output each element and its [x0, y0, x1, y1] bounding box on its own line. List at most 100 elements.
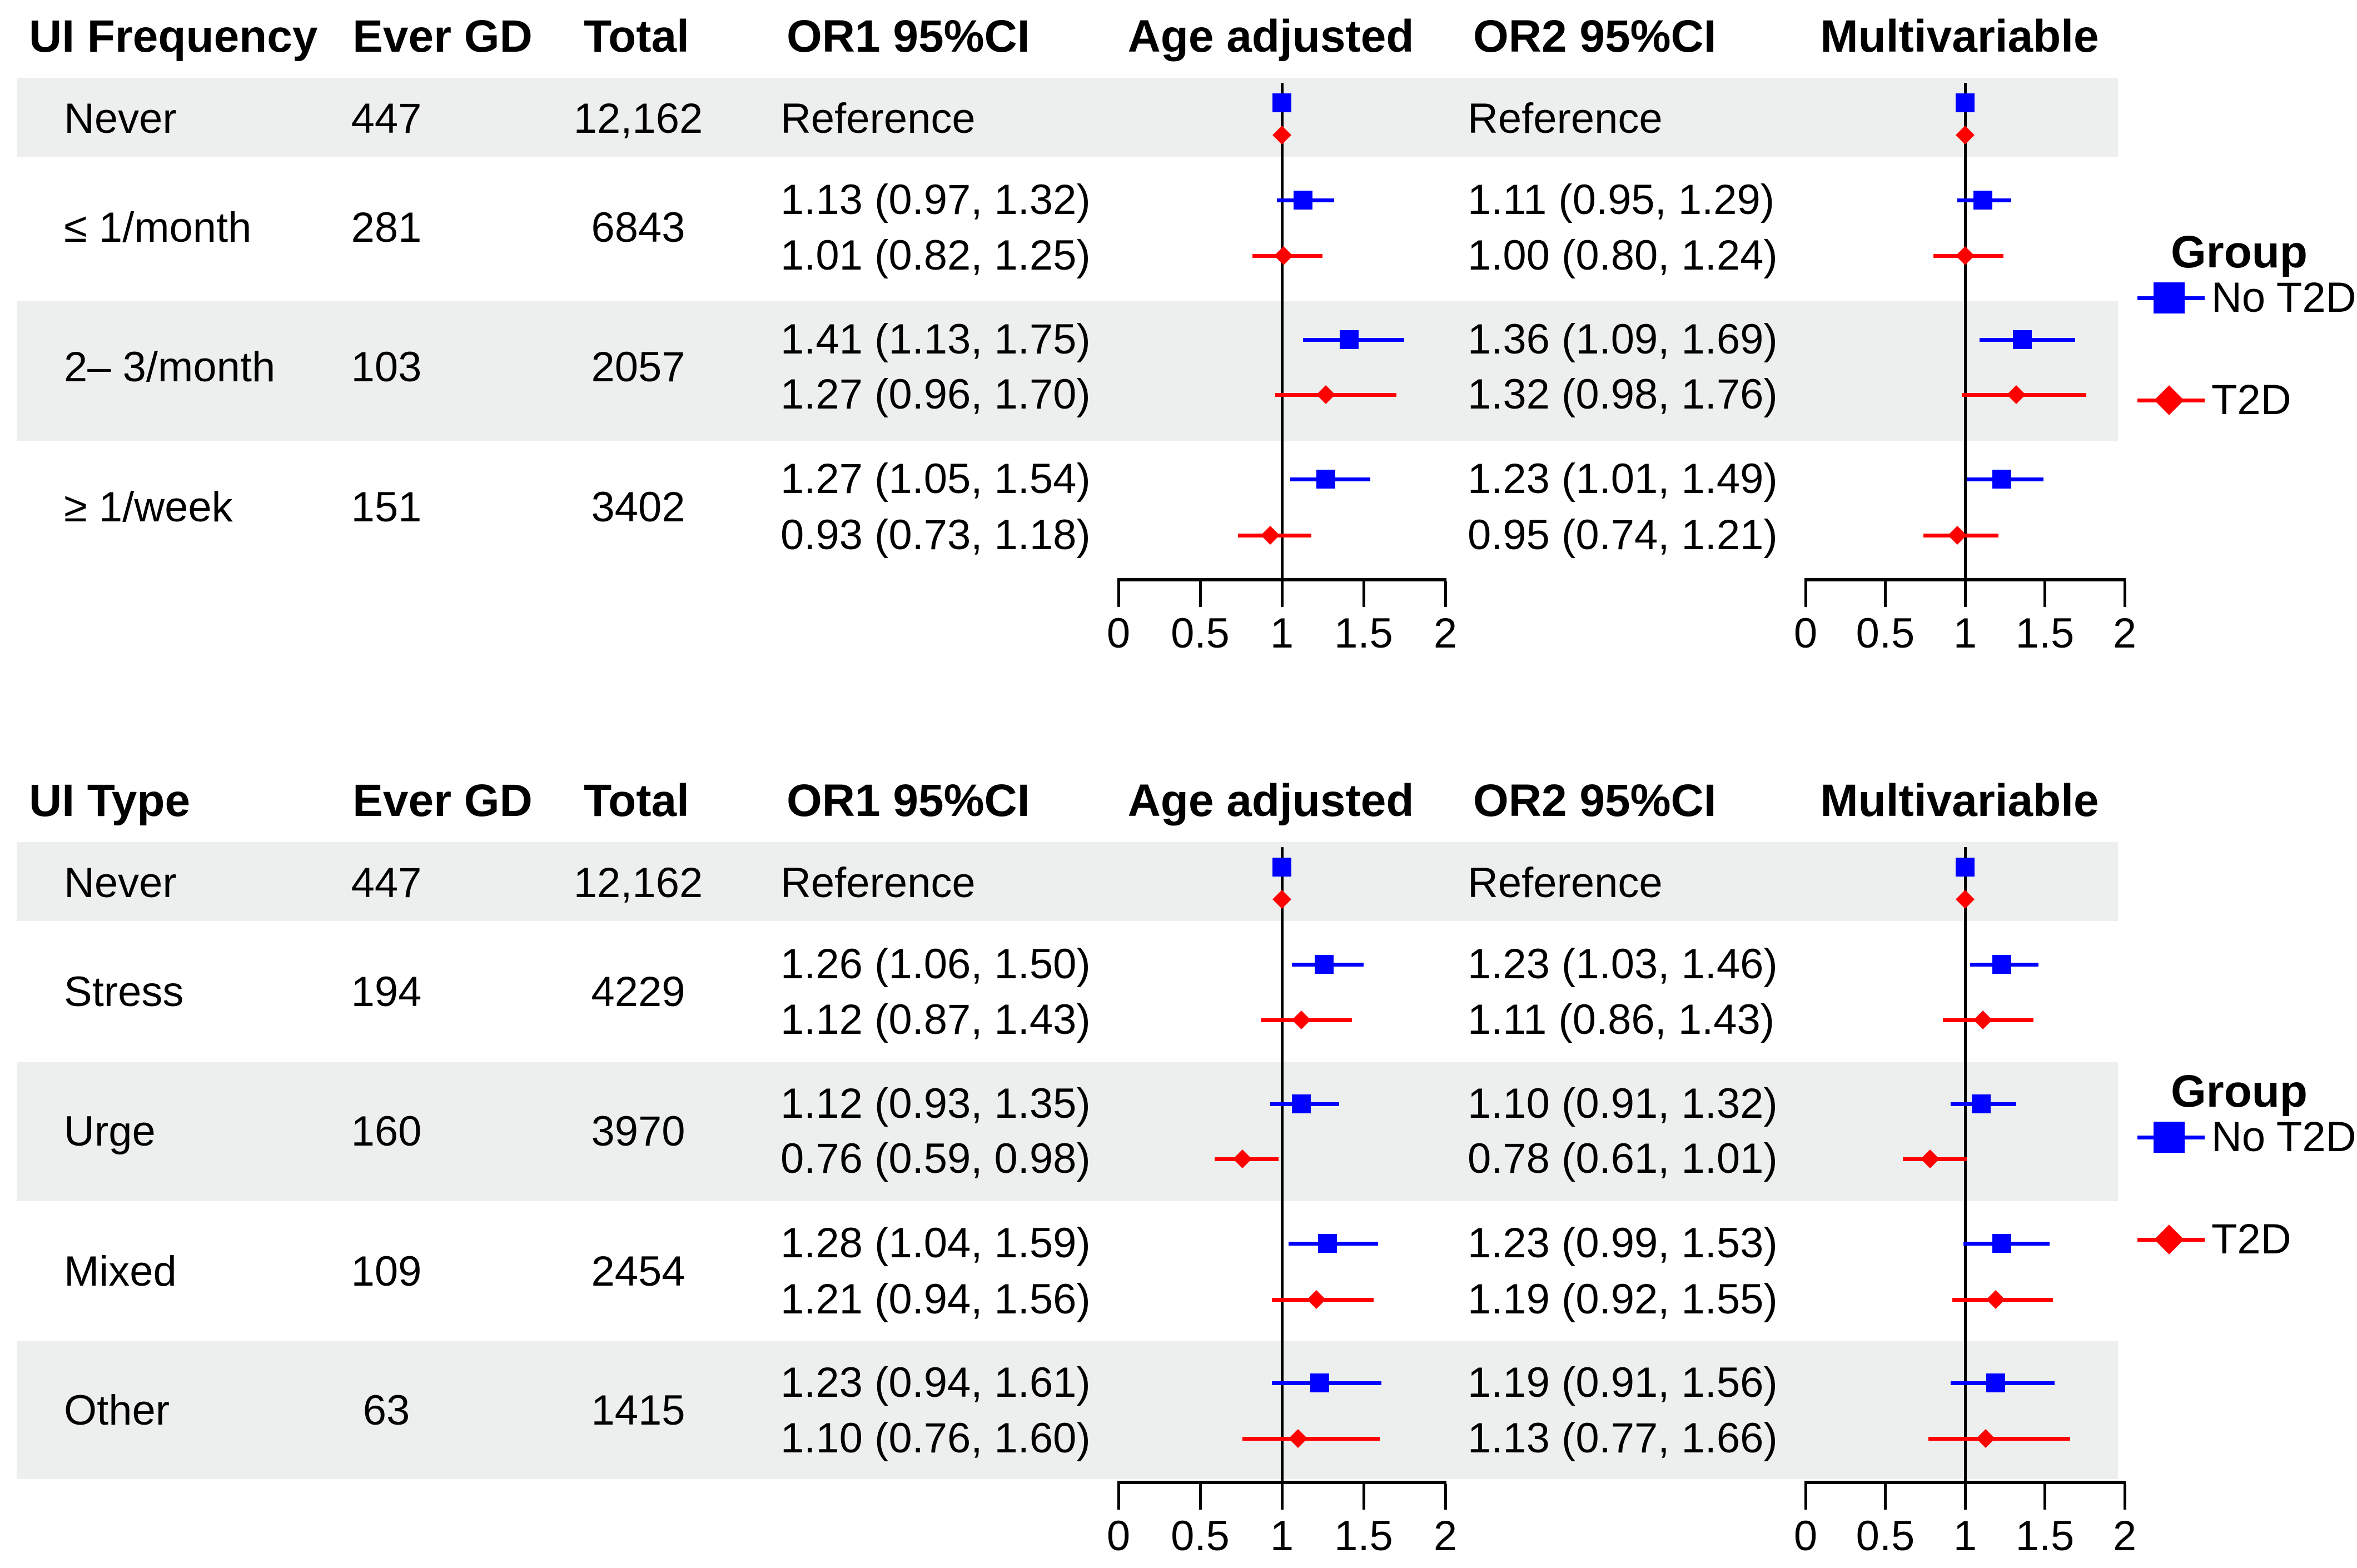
- or1-value: 1.26 (1.06, 1.50): [780, 940, 1091, 988]
- or2-value: 1.23 (0.99, 1.53): [1468, 1219, 1778, 1267]
- column-header-ever-gd: Ever GD: [352, 11, 533, 62]
- axis-tick-label: 0.5: [1856, 1512, 1915, 1560]
- or2-value: Reference: [1468, 859, 1663, 907]
- point-marker-no-t2d: [1971, 1094, 1991, 1113]
- legend-marker-square-icon: [2154, 282, 2185, 313]
- axis-tick-label: 2: [2112, 610, 2137, 657]
- ci-line-t2d: [1242, 1436, 1380, 1441]
- reference-line: [1280, 83, 1284, 581]
- row-ever-gd-value: 109: [351, 1247, 422, 1295]
- point-marker-t2d: [1956, 246, 1975, 265]
- column-header-multivariable: Multivariable: [1820, 11, 2099, 62]
- axis-tick-label: 0.5: [1171, 610, 1230, 657]
- axis-tick: [2123, 581, 2126, 607]
- row-total-value: 12,162: [573, 859, 703, 907]
- point-marker-no-t2d: [1292, 1094, 1311, 1113]
- or1-value: 0.93 (0.73, 1.18): [780, 511, 1091, 559]
- axis-tick-label: 1.5: [1334, 610, 1393, 657]
- axis-tick-label: 0.5: [1856, 610, 1915, 657]
- axis-tick: [1884, 1484, 1887, 1510]
- or2-value: 1.23 (1.03, 1.46): [1468, 940, 1778, 988]
- axis-tick: [1199, 1484, 1202, 1510]
- row-ever-gd-value: 281: [351, 204, 422, 251]
- axis-tick: [1804, 1484, 1807, 1510]
- column-header-total: Total: [584, 11, 689, 62]
- axis-tick-label: 1.5: [2015, 1512, 2075, 1560]
- row-total-value: 3402: [591, 483, 685, 531]
- point-marker-t2d: [1292, 1011, 1311, 1029]
- column-header-or2: OR2 95%CI: [1473, 11, 1717, 62]
- row-ever-gd-value: 103: [351, 343, 422, 391]
- row-total-value: 1415: [591, 1387, 685, 1434]
- axis-line: [1804, 578, 2126, 581]
- axis-tick-label: 1.5: [2015, 610, 2075, 657]
- row-label: Mixed: [64, 1247, 177, 1295]
- axis-line: [1117, 578, 1446, 581]
- axis-tick: [1963, 1484, 1967, 1510]
- or1-value: 1.10 (0.76, 1.60): [780, 1415, 1091, 1462]
- column-header-label: UI Type: [29, 775, 191, 826]
- axis-tick: [2043, 581, 2046, 607]
- axis-tick: [2123, 1484, 2126, 1510]
- legend-marker-diamond-icon: [2154, 385, 2184, 415]
- or1-value: 1.21 (0.94, 1.56): [780, 1276, 1091, 1323]
- row-label: Never: [64, 859, 177, 907]
- axis-tick: [1280, 1484, 1284, 1510]
- or1-value: 0.76 (0.59, 0.98): [780, 1135, 1091, 1182]
- point-marker-no-t2d: [2013, 330, 2032, 349]
- ci-line-t2d: [1928, 1436, 2071, 1441]
- column-header-age-adjusted: Age adjusted: [1127, 775, 1414, 826]
- axis-line: [1804, 1481, 2126, 1484]
- reference-line: [1963, 847, 1967, 1484]
- column-header-or2: OR2 95%CI: [1473, 775, 1717, 826]
- point-marker-no-t2d: [1272, 93, 1291, 112]
- or2-value: 0.95 (0.74, 1.21): [1468, 511, 1778, 559]
- row-label: Other: [64, 1387, 170, 1434]
- or1-value: 1.13 (0.97, 1.32): [780, 176, 1091, 223]
- axis-tick-label: 0.5: [1171, 1512, 1230, 1560]
- point-marker-no-t2d: [1272, 858, 1291, 877]
- axis-tick: [1280, 581, 1284, 607]
- point-marker-t2d: [1973, 1011, 1992, 1029]
- axis-tick-label: 0: [1793, 610, 1818, 657]
- row-label: Urge: [64, 1107, 156, 1155]
- row-shading-band: [17, 78, 2118, 157]
- row-ever-gd-value: 63: [362, 1387, 410, 1434]
- or1-value: Reference: [780, 95, 976, 142]
- reference-line: [1280, 847, 1284, 1484]
- axis-tick: [1884, 581, 1887, 607]
- column-header-total: Total: [584, 775, 689, 826]
- axis-tick-label: 1: [1953, 1512, 1977, 1560]
- legend-title: Group: [2171, 1066, 2308, 1117]
- or1-value: 1.12 (0.87, 1.43): [780, 996, 1091, 1043]
- axis-tick: [1963, 581, 1967, 607]
- row-ever-gd-value: 151: [351, 483, 422, 531]
- point-marker-t2d: [1274, 246, 1293, 265]
- point-marker-no-t2d: [1339, 330, 1359, 349]
- row-label: ≤ 1/month: [64, 204, 252, 251]
- or2-value: 1.36 (1.09, 1.69): [1468, 316, 1778, 363]
- or1-value: 1.28 (1.04, 1.59): [780, 1219, 1091, 1267]
- point-marker-no-t2d: [1316, 470, 1336, 489]
- or2-value: 0.78 (0.61, 1.01): [1468, 1135, 1778, 1182]
- row-total-value: 3970: [591, 1107, 685, 1155]
- legend-item-label: T2D: [2211, 376, 2291, 424]
- or1-value: 1.12 (0.93, 1.35): [780, 1080, 1091, 1127]
- row-shading-band: [17, 301, 2118, 441]
- axis-tick: [1117, 581, 1120, 607]
- legend-marker-diamond-icon: [2154, 1224, 2184, 1255]
- or2-value: 1.32 (0.98, 1.76): [1468, 371, 1778, 418]
- point-marker-no-t2d: [1992, 1234, 2011, 1253]
- row-shading-band: [17, 1062, 2118, 1201]
- row-total-value: 4229: [591, 968, 685, 1016]
- axis-tick-label: 1.5: [1334, 1512, 1393, 1560]
- axis-tick-label: 1: [1953, 610, 1977, 657]
- axis-tick-label: 0: [1793, 1512, 1818, 1560]
- or2-value: 1.10 (0.91, 1.32): [1468, 1080, 1778, 1127]
- point-marker-no-t2d: [1973, 191, 1992, 210]
- row-label: Stress: [64, 968, 184, 1016]
- or1-value: Reference: [780, 859, 976, 907]
- column-header-age-adjusted: Age adjusted: [1127, 11, 1414, 62]
- row-label: Never: [64, 95, 177, 142]
- legend-marker-square-icon: [2154, 1122, 2185, 1153]
